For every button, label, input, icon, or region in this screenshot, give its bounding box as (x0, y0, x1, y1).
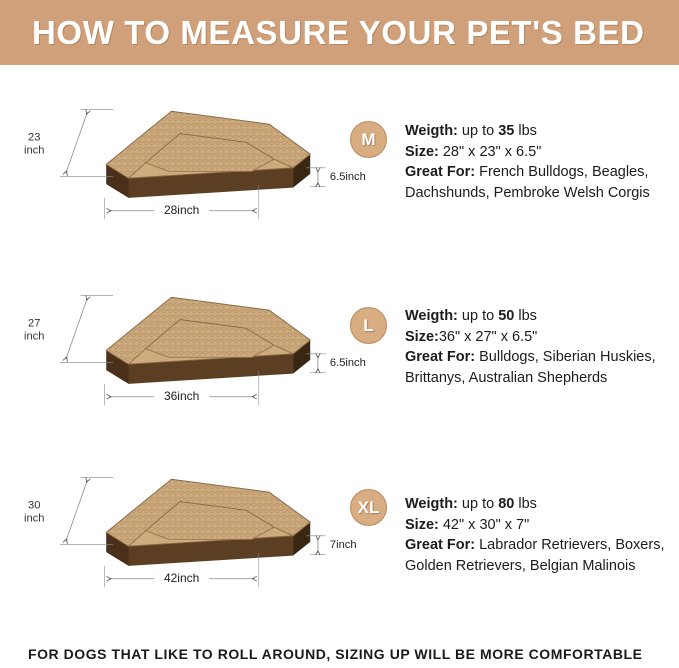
svg-text:inch: inch (24, 330, 44, 342)
svg-text:27: 27 (28, 317, 40, 329)
svg-text:36inch: 36inch (164, 389, 199, 403)
svg-text:42inch: 42inch (164, 571, 199, 585)
svg-text:30: 30 (28, 499, 40, 511)
svg-text:inch: inch (24, 512, 44, 524)
svg-text:28inch: 28inch (164, 203, 199, 217)
svg-text:inch: inch (24, 144, 44, 156)
svg-text:6.5inch: 6.5inch (330, 357, 366, 369)
svg-text:6.5inch: 6.5inch (330, 171, 366, 183)
svg-text:23: 23 (28, 131, 40, 143)
svg-text:7inch: 7inch (330, 539, 357, 551)
